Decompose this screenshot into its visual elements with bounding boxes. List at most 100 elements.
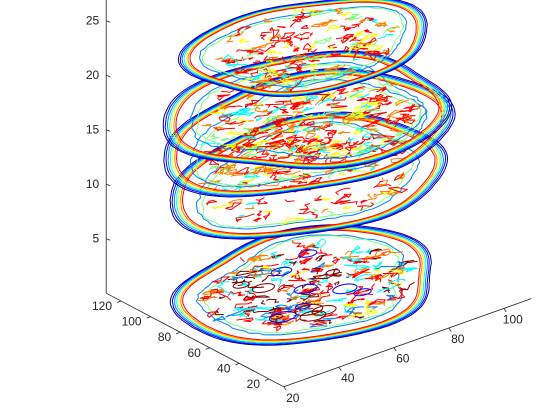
contour-line: [251, 295, 270, 298]
contour-line: [316, 275, 328, 287]
contour-line: [249, 268, 260, 273]
contour-line: [334, 7, 343, 15]
contour-line: [234, 301, 253, 309]
contour-ring: [165, 69, 454, 197]
contour-line: [377, 101, 393, 106]
contour-blob: [325, 269, 341, 276]
contour-line: [283, 121, 297, 132]
contour-line: [271, 132, 282, 140]
contour-line: [382, 82, 400, 87]
contour-line: [316, 18, 334, 26]
contour-ring: [174, 72, 445, 193]
contour-line: [206, 199, 218, 206]
z-tick-mark: [106, 183, 111, 187]
contour-line: [271, 278, 283, 288]
contour-line: [310, 262, 326, 273]
contour-line: [225, 202, 242, 211]
contour-line: [308, 57, 320, 63]
contour-line: [245, 202, 258, 205]
contour-ring: [169, 224, 432, 346]
contour-line: [267, 36, 274, 42]
y-axis-line: [106, 292, 284, 388]
contour-line: [310, 289, 330, 297]
contour-line: [213, 281, 230, 292]
contour-line: [366, 308, 378, 313]
contour-line: [370, 50, 381, 56]
contour-line: [402, 116, 411, 124]
contour-line: [352, 58, 360, 61]
contour-line: [354, 103, 379, 114]
contour-line: [375, 301, 386, 306]
contour-line: [333, 297, 347, 302]
contour-line: [254, 106, 261, 111]
contour-line: [300, 291, 325, 301]
contour-line: [259, 268, 270, 277]
contour-line: [327, 168, 341, 179]
contour-line: [357, 202, 375, 212]
contour-line: [314, 98, 324, 106]
contour-line: [234, 186, 243, 192]
contour-line: [351, 46, 369, 50]
contour-line: [321, 208, 329, 214]
contour-line: [280, 32, 296, 40]
contour-ring: [189, 1, 417, 93]
contour-ring: [172, 71, 447, 194]
y-tick-mark: [176, 331, 181, 335]
contour-ring: [169, 70, 449, 195]
contour-line: [300, 24, 309, 29]
contour-line: [212, 315, 226, 322]
contour-line: [273, 324, 282, 332]
contour-line: [354, 268, 359, 276]
contour-line: [289, 270, 308, 276]
x-tick-label: 100: [503, 312, 523, 326]
contour-line: [386, 26, 400, 33]
contour-line: [383, 95, 393, 103]
contour-line: [284, 170, 301, 176]
contour-line: [387, 117, 404, 128]
x-tick-label: 20: [286, 391, 300, 405]
contour-line: [260, 68, 271, 80]
contour-line: [321, 312, 338, 318]
y-tick-label: 20: [247, 377, 261, 391]
contour-ring: [177, 115, 440, 236]
contour-line: [210, 288, 224, 294]
contour-ring: [177, 0, 428, 97]
contour-line: [239, 312, 248, 319]
contour-blob: [270, 313, 284, 320]
contour-line: [326, 25, 342, 32]
contour-line: [370, 166, 376, 172]
tick-labels: 20 40 60 80 100 20 40 60 80 100 120 5 10 15 20 25: [86, 14, 523, 405]
contour-line: [271, 254, 285, 259]
contour-line: [290, 143, 304, 151]
y-tick-mark: [146, 316, 151, 319]
contour-line: [214, 126, 225, 132]
contour-line: [299, 295, 316, 298]
contour-line: [284, 61, 291, 67]
contour-line: [376, 285, 397, 294]
contour-line: [220, 106, 229, 109]
contour-line: [289, 76, 305, 93]
z-tick-label: 15: [86, 123, 100, 137]
contour-ring: [185, 0, 421, 94]
contour-line: [399, 281, 415, 291]
contour-line: [254, 111, 273, 119]
contour-line: [339, 73, 355, 79]
contour-line: [302, 107, 315, 112]
contour-line: [244, 205, 255, 210]
contour-line: [260, 300, 266, 305]
contour-line: [227, 291, 245, 297]
contour-line: [235, 269, 264, 277]
y-tick-label: 40: [217, 361, 231, 375]
contour-line: [292, 47, 300, 52]
contour-ring: [189, 61, 427, 160]
contour-line: [322, 317, 338, 320]
contour-line: [351, 250, 364, 254]
y-tick-mark: [116, 300, 122, 303]
contour-ring: [173, 54, 442, 166]
contour-line: [303, 54, 329, 61]
contour-line: [281, 270, 290, 278]
contour-line: [272, 130, 284, 134]
contour-line: [302, 144, 317, 153]
contour-line: [377, 177, 389, 187]
contour-line: [337, 170, 347, 175]
